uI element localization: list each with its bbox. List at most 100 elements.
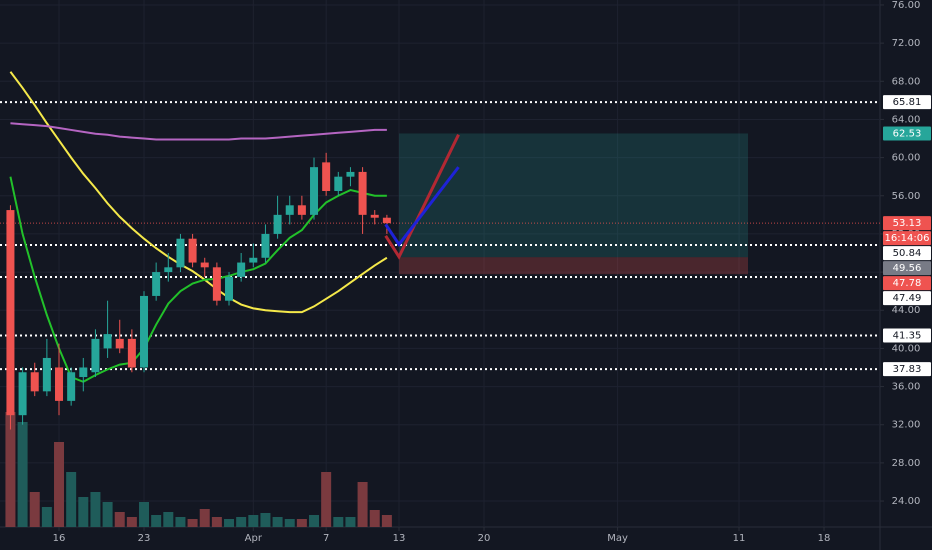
candle-body [6,210,15,416]
volume-bar [345,517,356,527]
volume-bar [211,517,222,527]
candle-body [18,372,27,416]
candle-body [79,367,88,378]
volume-bar [29,492,40,527]
y-tick-label: 24.00 [892,496,921,507]
candle-body [176,238,185,268]
candle-body [249,257,258,263]
y-tick-label: 64.00 [892,114,921,125]
x-tick-label: 7 [323,533,329,544]
price-label-box [883,231,931,246]
volume-bar [357,482,368,527]
y-tick-label: 36.00 [892,382,921,393]
candle-body [212,267,221,301]
x-tick-label: 16 [53,533,66,544]
volume-bar [163,512,174,527]
candle-body [285,205,294,215]
candle-body [30,372,39,392]
x-tick-label: 20 [478,533,491,544]
price-label: 16:14:06 [883,231,931,246]
x-tick-label: May [607,533,628,544]
candle-body [237,262,246,277]
volume-bar [309,515,320,527]
candle-body [382,217,391,224]
price-label-box [883,328,931,343]
volume-bar [78,497,89,527]
volume-bar [151,515,162,527]
candle-body [140,295,149,368]
price-label-text: 53.13 [893,218,922,229]
price-label-box [883,95,931,110]
price-label-text: 37.83 [893,364,922,375]
candle-body [152,272,161,296]
candle-body [55,367,64,401]
y-tick-label: 60.00 [892,153,921,164]
price-label-text: 41.35 [893,331,922,342]
y-tick-label: 32.00 [892,420,921,431]
price-label-box [883,246,931,261]
x-tick-label: Apr [245,533,263,544]
y-tick-label: 72.00 [892,38,921,49]
candle-body [115,338,124,349]
price-label-text: 47.49 [893,293,922,304]
candle-body [103,334,112,349]
price-label: 47.49 [883,291,931,306]
candle-body [261,233,270,258]
candle-body [67,372,76,401]
price-label-text: 62.53 [893,128,922,139]
volume-bar [17,422,28,527]
price-label: 49.56 [883,261,931,276]
price-label-text: 50.84 [893,248,922,259]
price-label-box [883,216,931,231]
volume-bar [54,442,65,527]
volume-bar [5,412,16,527]
price-label: 47.78 [883,276,931,291]
x-tick-label: 18 [818,533,831,544]
price-label: 65.81 [883,95,931,110]
candle-body [297,205,306,215]
price-label-text: 49.56 [893,263,922,274]
candle-body [42,357,51,392]
moving-average [9,71,388,314]
volume-bar [90,492,101,527]
candle-body [334,176,343,191]
target-zone [399,133,749,258]
candle-body [273,214,282,234]
volume-bar [260,513,271,527]
volume-bar [102,502,113,527]
trend-drawing [384,166,460,247]
volume-bar [175,517,186,527]
candle-body [346,171,355,177]
candle-body [322,162,331,191]
price-label-text: 16:14:06 [885,233,930,244]
volume-bar [333,517,344,527]
volume-bar [199,509,210,527]
x-tick-label: 23 [138,533,151,544]
y-tick-label: 76.00 [892,0,921,11]
candle-body [164,267,173,273]
stop-zone [399,257,749,275]
price-label: 41.35 [883,328,931,343]
candle-body [310,167,319,215]
volume-bar [224,519,235,527]
volume-bar [139,502,150,527]
price-label-box [883,362,931,377]
volume-bar [66,472,77,527]
candle-body [358,171,367,215]
volume-bar [369,510,380,527]
volume-bar [321,472,332,527]
y-tick-label: 56.00 [892,191,921,202]
trend-drawing [384,134,460,260]
volume-bar [381,515,392,527]
volume-bar [41,507,52,527]
candle-body [91,338,100,373]
volume-bar [236,517,247,527]
price-label-box [883,126,931,141]
price-label: 62.53 [883,126,931,141]
y-tick-label: 44.00 [892,305,921,316]
y-tick-label: 68.00 [892,76,921,87]
candle-body [188,238,197,263]
price-label-box [883,261,931,276]
